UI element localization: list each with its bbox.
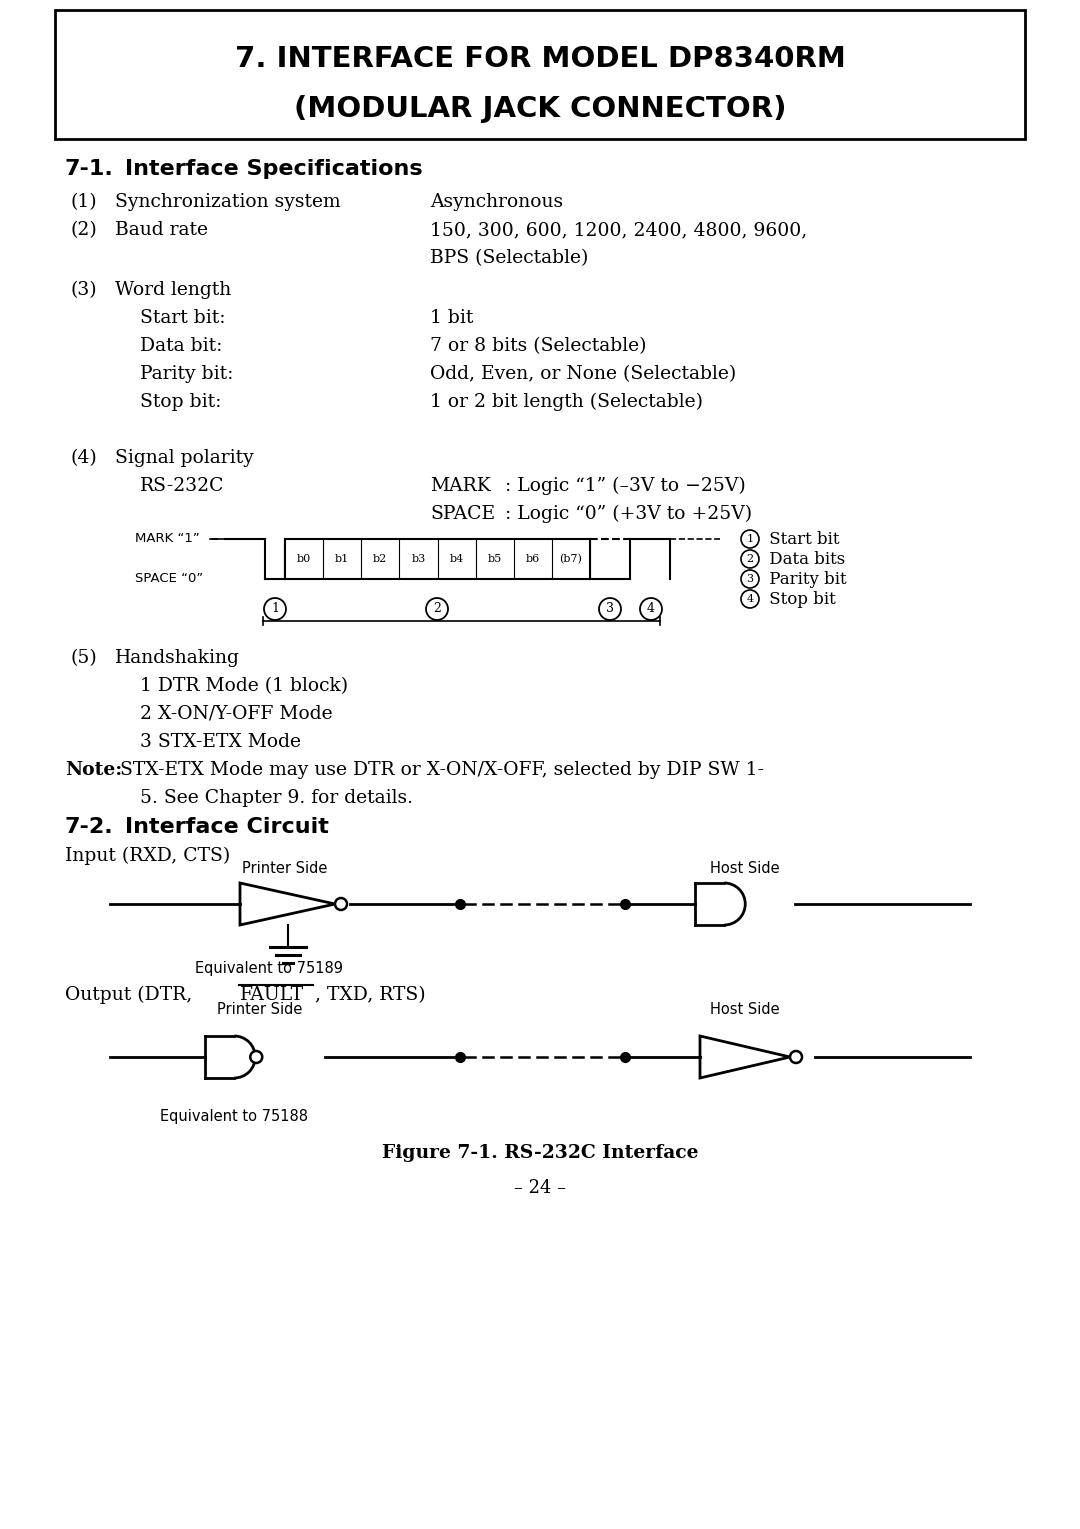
Text: – 24 –: – 24 – — [514, 1179, 566, 1197]
Text: 4: 4 — [746, 593, 754, 604]
Text: Interface Circuit: Interface Circuit — [125, 816, 329, 836]
Text: 1: 1 — [271, 602, 279, 616]
Text: SPACE: SPACE — [430, 505, 495, 523]
Text: 2: 2 — [746, 553, 754, 564]
Text: : Logic “1” (–3V to −25V): : Logic “1” (–3V to −25V) — [505, 477, 746, 495]
Text: 4: 4 — [647, 602, 654, 616]
Text: (b7): (b7) — [559, 553, 582, 564]
Text: 1 or 2 bit length (Selectable): 1 or 2 bit length (Selectable) — [430, 393, 703, 411]
Bar — [55, 11, 1025, 139]
Text: Baud rate: Baud rate — [114, 222, 208, 239]
Text: Synchronization system: Synchronization system — [114, 193, 340, 211]
Text: Stop bit:: Stop bit: — [140, 393, 221, 411]
Circle shape — [335, 898, 347, 910]
Circle shape — [789, 1050, 802, 1063]
Text: 1 DTR Mode (1 block): 1 DTR Mode (1 block) — [140, 677, 348, 696]
Circle shape — [741, 550, 759, 567]
Text: MARK: MARK — [430, 477, 490, 495]
Text: BPS (Selectable): BPS (Selectable) — [430, 249, 589, 268]
Text: Start bit: Start bit — [764, 531, 839, 547]
Text: Printer Side: Printer Side — [217, 1001, 302, 1017]
Text: 1 bit: 1 bit — [430, 309, 473, 327]
Text: : Logic “0” (+3V to +25V): : Logic “0” (+3V to +25V) — [505, 505, 752, 523]
Text: Input (RXD, CTS): Input (RXD, CTS) — [65, 847, 230, 865]
Text: 1: 1 — [746, 534, 754, 544]
Text: Output (DTR,: Output (DTR, — [65, 986, 199, 1005]
Text: Host Side: Host Side — [711, 861, 780, 876]
Text: 3: 3 — [606, 602, 615, 616]
Text: Data bits: Data bits — [764, 550, 846, 567]
Circle shape — [599, 598, 621, 619]
Text: b3: b3 — [411, 553, 426, 564]
Text: 7 or 8 bits (Selectable): 7 or 8 bits (Selectable) — [430, 336, 647, 355]
Circle shape — [741, 570, 759, 589]
Text: Stop bit: Stop bit — [764, 590, 836, 607]
Text: 2: 2 — [433, 602, 441, 616]
Text: Parity bit: Parity bit — [764, 570, 847, 587]
Circle shape — [741, 590, 759, 609]
Text: SPACE “0”: SPACE “0” — [135, 572, 203, 586]
Text: , TXD, RTS): , TXD, RTS) — [315, 986, 426, 1005]
Text: Asynchronous: Asynchronous — [430, 193, 563, 211]
Text: 3: 3 — [746, 573, 754, 584]
Text: 5. See Chapter 9. for details.: 5. See Chapter 9. for details. — [140, 789, 413, 807]
Circle shape — [251, 1050, 262, 1063]
Text: FAULT: FAULT — [240, 986, 305, 1005]
Text: b0: b0 — [297, 553, 311, 564]
Text: Interface Specifications: Interface Specifications — [125, 159, 422, 179]
Text: Handshaking: Handshaking — [114, 648, 240, 667]
Text: (MODULAR JACK CONNECTOR): (MODULAR JACK CONNECTOR) — [294, 95, 786, 122]
Text: Parity bit:: Parity bit: — [140, 365, 233, 382]
Bar — [285, 540, 590, 579]
Text: Word length: Word length — [114, 281, 231, 300]
Text: Equivalent to 75189: Equivalent to 75189 — [195, 962, 343, 976]
Text: 2 X-ON/Y-OFF Mode: 2 X-ON/Y-OFF Mode — [140, 705, 333, 723]
Text: MARK “1”: MARK “1” — [135, 532, 200, 546]
Text: Note:: Note: — [65, 761, 122, 778]
Text: Data bit:: Data bit: — [140, 336, 222, 355]
Text: (1): (1) — [70, 193, 96, 211]
Text: Printer Side: Printer Side — [242, 861, 327, 876]
Text: b2: b2 — [374, 553, 388, 564]
Circle shape — [426, 598, 448, 619]
Text: Equivalent to 75188: Equivalent to 75188 — [160, 1109, 308, 1124]
Text: STX-ETX Mode may use DTR or X-ON/X-OFF, selected by DIP SW 1-: STX-ETX Mode may use DTR or X-ON/X-OFF, … — [120, 761, 764, 778]
Text: Figure 7-1. RS-232C Interface: Figure 7-1. RS-232C Interface — [381, 1144, 699, 1162]
Text: Signal polarity: Signal polarity — [114, 450, 254, 466]
Text: 7. INTERFACE FOR MODEL DP8340RM: 7. INTERFACE FOR MODEL DP8340RM — [234, 44, 846, 73]
Text: (3): (3) — [70, 281, 96, 300]
Circle shape — [264, 598, 286, 619]
Text: 7-2.: 7-2. — [65, 816, 113, 836]
Circle shape — [741, 531, 759, 547]
Text: Odd, Even, or None (Selectable): Odd, Even, or None (Selectable) — [430, 365, 737, 382]
Text: b4: b4 — [449, 553, 463, 564]
Text: (5): (5) — [70, 648, 97, 667]
Text: (2): (2) — [70, 222, 97, 239]
Text: (4): (4) — [70, 450, 97, 466]
Text: b1: b1 — [335, 553, 349, 564]
Text: 3 STX-ETX Mode: 3 STX-ETX Mode — [140, 732, 301, 751]
Circle shape — [640, 598, 662, 619]
Text: 150, 300, 600, 1200, 2400, 4800, 9600,: 150, 300, 600, 1200, 2400, 4800, 9600, — [430, 222, 807, 239]
Text: b5: b5 — [487, 553, 502, 564]
Text: Host Side: Host Side — [711, 1001, 780, 1017]
Text: 7-1.: 7-1. — [65, 159, 113, 179]
Text: Start bit:: Start bit: — [140, 309, 226, 327]
Text: RS-232C: RS-232C — [140, 477, 225, 495]
Text: b6: b6 — [526, 553, 540, 564]
